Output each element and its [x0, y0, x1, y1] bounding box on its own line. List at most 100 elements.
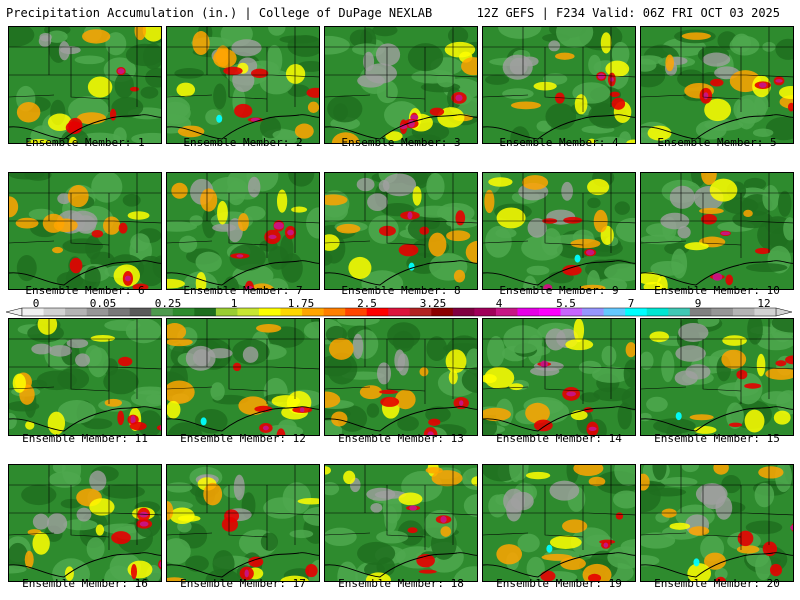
- colorbar-swatch: [711, 308, 734, 316]
- colorbar-tick-label: 9: [694, 297, 702, 310]
- ensemble-map-8: [324, 172, 478, 290]
- ensemble-map-14: [482, 318, 636, 436]
- colorbar-swatch: [625, 308, 648, 316]
- colorbar-swatch: [646, 308, 669, 316]
- model-valid-time: 12Z GEFS | F234 Valid: 06Z FRI OCT 03 20…: [476, 6, 780, 20]
- ensemble-member-label: Ensemble Member: 3: [341, 136, 461, 149]
- colorbar-swatch: [474, 308, 497, 316]
- colorbar-swatch: [668, 308, 691, 316]
- ensemble-map-7: [166, 172, 320, 290]
- precip-field: [9, 27, 161, 143]
- colorbar-tick-label: 4: [495, 297, 503, 310]
- colorbar-swatch: [280, 308, 303, 316]
- ensemble-member-label: Ensemble Member: 2: [183, 136, 303, 149]
- colorbar-swatch: [323, 308, 346, 316]
- colorbar-swatch: [237, 308, 260, 316]
- precip-field: [167, 465, 319, 581]
- ensemble-map-17: [166, 464, 320, 582]
- colorbar-tick-label: 1: [230, 297, 238, 310]
- colorbar-tick-label: 3.25: [419, 297, 447, 310]
- colorbar-tick-label: 5.5: [556, 297, 576, 310]
- colorbar-max-arrow: [775, 307, 793, 317]
- precip-field: [325, 27, 477, 143]
- colorbar-swatch: [302, 308, 324, 316]
- colorbar-swatch: [345, 308, 367, 316]
- colorbar-swatch: [754, 308, 777, 316]
- ensemble-member-label: Ensemble Member: 17: [180, 577, 306, 590]
- precip-field: [9, 465, 161, 581]
- ensemble-member-label: Ensemble Member: 1: [25, 136, 145, 149]
- precip-field: [641, 27, 793, 143]
- ensemble-member-label: Ensemble Member: 5: [657, 136, 777, 149]
- precip-field: [325, 465, 477, 581]
- colorbar-tick-label: 0.05: [89, 297, 117, 310]
- ensemble-map-15: [640, 318, 794, 436]
- precip-field: [9, 173, 161, 289]
- ensemble-map-19: [482, 464, 636, 582]
- ensemble-member-label: Ensemble Member: 4: [499, 136, 619, 149]
- ensemble-member-label: Ensemble Member: 11: [22, 432, 148, 445]
- precip-field: [483, 319, 635, 435]
- ensemble-map-10: [640, 172, 794, 290]
- ensemble-map-1: [8, 26, 162, 144]
- ensemble-map-2: [166, 26, 320, 144]
- colorbar-swatch: [108, 308, 131, 316]
- colorbar-swatch: [495, 308, 518, 316]
- ensemble-map-6: [8, 172, 162, 290]
- ensemble-member-label: Ensemble Member: 20: [654, 577, 780, 590]
- ensemble-member-label: Ensemble Member: 9: [499, 284, 619, 297]
- ensemble-map-11: [8, 318, 162, 436]
- precip-field: [641, 173, 793, 289]
- precip-field: [483, 27, 635, 143]
- ensemble-member-label: Ensemble Member: 7: [183, 284, 303, 297]
- colorbar-tick-label: 7: [627, 297, 635, 310]
- ensemble-map-9: [482, 172, 636, 290]
- precip-field: [167, 173, 319, 289]
- ensemble-member-label: Ensemble Member: 13: [338, 432, 464, 445]
- ensemble-map-18: [324, 464, 478, 582]
- colorbar-swatch: [65, 308, 87, 316]
- colorbar-tick-label: 0.25: [154, 297, 182, 310]
- ensemble-member-label: Ensemble Member: 18: [338, 577, 464, 590]
- colorbar-swatch: [129, 308, 152, 316]
- ensemble-map-4: [482, 26, 636, 144]
- ensemble-member-label: Ensemble Member: 19: [496, 577, 622, 590]
- colorbar-swatch: [732, 308, 755, 316]
- precip-field: [9, 319, 161, 435]
- colorbar-swatch: [517, 308, 540, 316]
- colorbar-swatch: [366, 308, 389, 316]
- ensemble-member-label: Ensemble Member: 16: [22, 577, 148, 590]
- colorbar-swatch: [86, 308, 109, 316]
- colorbar-swatch: [194, 308, 217, 316]
- colorbar-tick-label: 0: [32, 297, 40, 310]
- precip-field: [167, 27, 319, 143]
- colorbar-swatch: [22, 308, 44, 316]
- colorbar-swatch: [689, 308, 712, 316]
- ensemble-map-20: [640, 464, 794, 582]
- ensemble-member-label: Ensemble Member: 6: [25, 284, 145, 297]
- ensemble-member-label: Ensemble Member: 8: [341, 284, 461, 297]
- colorbar-swatch: [431, 308, 454, 316]
- precip-field: [641, 319, 793, 435]
- colorbar-swatch: [43, 308, 66, 316]
- colorbar-min-arrow: [5, 307, 23, 317]
- colorbar-swatch: [151, 308, 174, 316]
- precip-field: [483, 465, 635, 581]
- ensemble-member-label: Ensemble Member: 15: [654, 432, 780, 445]
- colorbar-swatch: [582, 308, 604, 316]
- colorbar-tick-label: 1.75: [287, 297, 315, 310]
- precip-field: [641, 465, 793, 581]
- colorbar-swatch: [258, 308, 281, 316]
- ensemble-member-label: Ensemble Member: 12: [180, 432, 306, 445]
- colorbar-tick-label: 2.5: [357, 297, 377, 310]
- colorbar-swatch: [172, 308, 195, 316]
- colorbar-tick-label: 12: [757, 297, 771, 310]
- precip-field: [483, 173, 635, 289]
- colorbar-swatch: [603, 308, 626, 316]
- precip-field: [325, 173, 477, 289]
- colorbar-swatch: [215, 308, 238, 316]
- precip-field: [167, 319, 319, 435]
- colorbar-swatch: [388, 308, 411, 316]
- precip-field: [325, 319, 477, 435]
- ensemble-map-16: [8, 464, 162, 582]
